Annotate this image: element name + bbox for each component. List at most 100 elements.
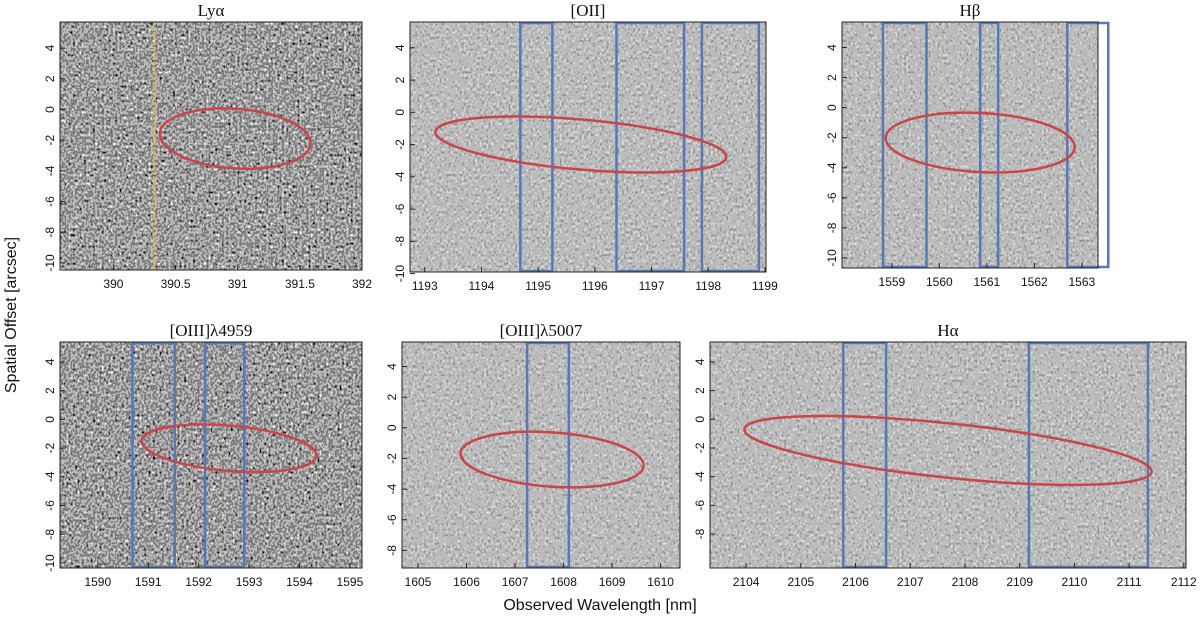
panel-title: Hα	[937, 321, 958, 340]
x-tick-label: 1593	[236, 575, 263, 589]
sky-line-box	[525, 341, 571, 569]
y-tick-label: -10	[393, 265, 407, 283]
y-tick-label: -8	[825, 222, 839, 233]
y-tick-label: -8	[43, 227, 57, 238]
y-tick-label: -2	[393, 139, 407, 150]
y-tick-label: -4	[825, 162, 839, 173]
source-ellipse	[743, 414, 1153, 487]
y-tick-label: -6	[385, 514, 399, 525]
y-tick-label: 0	[43, 416, 57, 423]
x-tick-label: 2112	[1171, 575, 1197, 589]
x-tick-label: 1607	[502, 575, 529, 589]
sky-line-box	[881, 21, 928, 269]
y-tick-label: 2	[43, 387, 57, 394]
y-tick-label: -8	[393, 236, 407, 247]
plot-frame	[59, 21, 363, 271]
y-tick-label: -6	[825, 192, 839, 203]
x-tick-label: 2109	[1006, 575, 1033, 589]
sky-line-box	[203, 341, 246, 569]
x-tick-label: 1197	[639, 279, 665, 293]
x-tick-label: 1196	[582, 279, 608, 293]
y-tick-label: 2	[393, 76, 407, 83]
y-axis-label: Spatial Offset [arcsec]	[3, 237, 20, 393]
x-tick-label: 2107	[897, 575, 924, 589]
x-tick-label: 2105	[787, 575, 814, 589]
noise-image	[710, 342, 1186, 568]
y-tick-label: 2	[43, 75, 57, 82]
x-axis-label: Observed Wavelength [nm]	[503, 597, 696, 614]
x-tick-label: 391.5	[285, 277, 315, 291]
panel: Hβ 1559 1560 1561 1562 1563 -10 -8 -6 -4 -2 0 2 4	[825, 1, 1110, 289]
y-tick-label: 4	[385, 363, 399, 370]
panel-title: Hβ	[960, 1, 981, 20]
panel-title: [OIII]λ5007	[500, 321, 583, 340]
y-tick-label: -4	[385, 483, 399, 494]
x-tick-label: 1199	[752, 279, 778, 293]
sky-line-box	[978, 21, 1000, 269]
y-tick-label: -6	[43, 500, 57, 511]
y-tick-label: -8	[385, 545, 399, 556]
x-tick-label: 1561	[974, 275, 1001, 289]
y-tick-label: -4	[393, 171, 407, 182]
y-tick-label: 4	[825, 44, 839, 51]
y-tick-label: -4	[693, 471, 707, 482]
x-tick-label: 1609	[599, 575, 626, 589]
y-tick-label: -2	[825, 132, 839, 143]
y-tick-label: -6	[393, 203, 407, 214]
y-tick-label: 4	[693, 358, 707, 365]
y-tick-label: 2	[825, 74, 839, 81]
y-tick-label: -2	[385, 453, 399, 464]
plot-frame	[409, 21, 767, 273]
panel: Lyα 390 390.5 391 391.5 392 -10 -8 -6 -4 -2 0 2 4	[43, 1, 372, 291]
x-tick-label: 1560	[926, 275, 953, 289]
noise-image	[60, 342, 362, 568]
source-ellipse	[140, 423, 318, 474]
panel-title: [OII]	[571, 1, 606, 20]
x-tick-label: 390	[103, 277, 123, 291]
source-ellipse	[459, 430, 645, 489]
panel-title: Lyα	[198, 1, 225, 20]
noise-image	[402, 342, 680, 568]
x-tick-label: 1195	[525, 279, 551, 293]
source-ellipse	[434, 115, 728, 174]
panel: [OIII]λ4959 1590 1591 1592 1593 1594 1595 -10 -8…	[43, 321, 363, 589]
sky-line-box	[842, 341, 888, 569]
noise-image	[60, 22, 362, 270]
x-tick-label: 1592	[185, 575, 212, 589]
sky-line-box	[700, 21, 761, 273]
y-tick-label: 0	[393, 109, 407, 116]
sky-line-box	[519, 21, 554, 273]
y-tick-label: -6	[693, 500, 707, 511]
sky-line-box	[131, 341, 177, 569]
x-tick-label: 392	[352, 277, 372, 291]
y-tick-label: -4	[43, 471, 57, 482]
x-tick-label: 1605	[405, 575, 432, 589]
x-tick-label: 1610	[647, 575, 674, 589]
y-tick-label: 0	[43, 106, 57, 113]
panel: [OIII]λ5007 1605 1606 1607 1608 1609 1610 -8 -6 -…	[385, 321, 681, 589]
plot-frame	[59, 341, 363, 569]
y-tick-label: 0	[693, 416, 707, 423]
x-tick-label: 1594	[286, 575, 313, 589]
x-tick-label: 390.5	[161, 277, 191, 291]
y-tick-label: 2	[693, 387, 707, 394]
y-tick-label: 4	[393, 44, 407, 51]
noise-image	[842, 22, 1098, 268]
y-tick-label: 2	[385, 394, 399, 401]
x-tick-label: 2111	[1117, 575, 1142, 589]
panel: Hα 2104 2105 2106 2107 2108 2109 2110 2111 2112 -8…	[693, 321, 1197, 589]
y-tick-label: 0	[825, 104, 839, 111]
sky-line-box	[1066, 21, 1110, 269]
y-tick-label: -10	[43, 554, 57, 572]
source-ellipse	[158, 107, 312, 170]
x-tick-label: 2106	[842, 575, 869, 589]
x-tick-label: 1559	[879, 275, 906, 289]
x-tick-label: 2104	[733, 575, 760, 589]
y-tick-label: 4	[43, 44, 57, 51]
x-tick-label: 1562	[1021, 275, 1048, 289]
y-tick-label: -8	[43, 529, 57, 540]
x-tick-label: 1595	[337, 575, 364, 589]
x-tick-label: 2108	[952, 575, 979, 589]
noise-image	[410, 22, 766, 272]
